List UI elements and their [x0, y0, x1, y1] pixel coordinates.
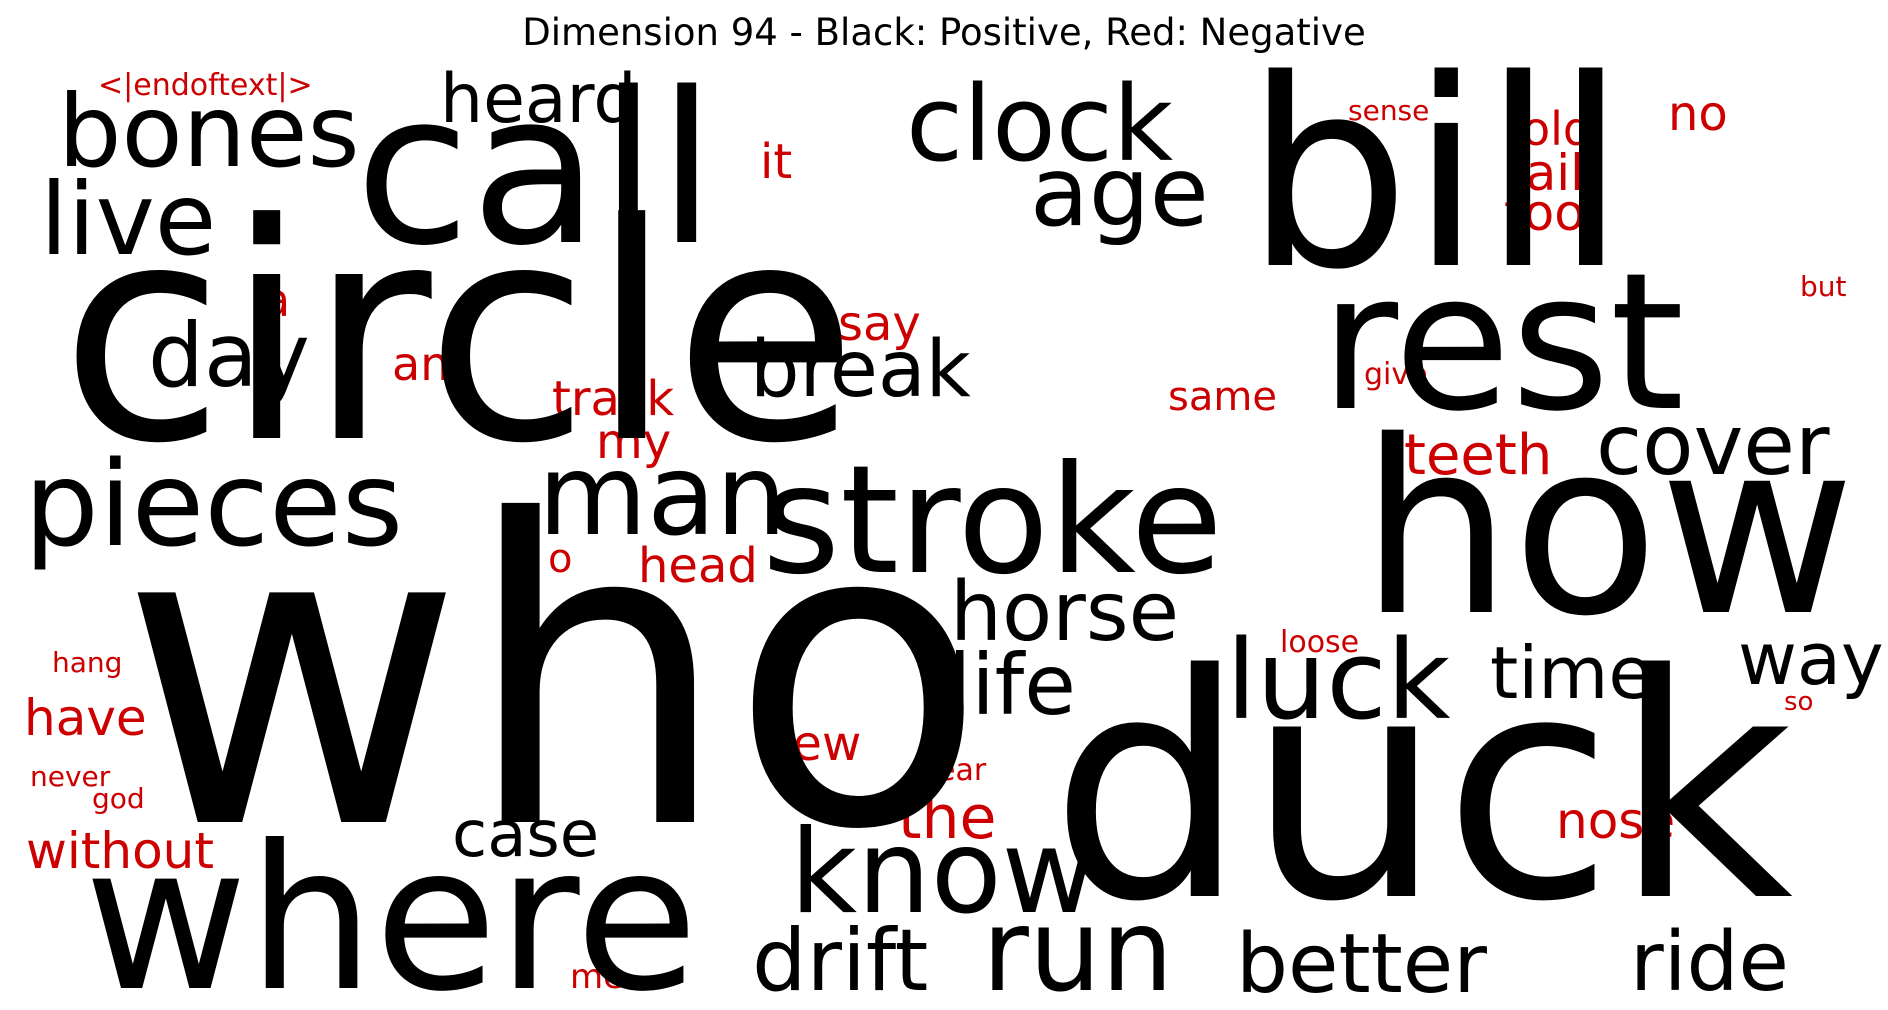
word-give: give	[1364, 357, 1428, 392]
word-never: never	[30, 760, 111, 793]
word-age: age	[1030, 136, 1209, 248]
word-me: me	[570, 957, 624, 997]
word-bones: bones	[58, 73, 360, 190]
word-cover: cover	[1596, 396, 1830, 494]
word-case: case	[452, 798, 599, 872]
word-horse: horse	[950, 565, 1179, 660]
word-who: who	[120, 433, 987, 922]
word-an: an	[392, 337, 449, 391]
word-live: live	[40, 161, 216, 278]
word-track: track	[552, 371, 674, 427]
word-so: so	[1784, 687, 1813, 717]
word-pieces: pieces	[24, 435, 403, 573]
word-tail: tail	[1506, 144, 1584, 202]
word-rest: rest	[1320, 232, 1684, 453]
word-better: better	[1236, 917, 1487, 1010]
word-same: same	[1168, 374, 1277, 420]
word-way: way	[1738, 617, 1884, 701]
word-circle: circle	[60, 160, 858, 509]
word-loose: loose	[1280, 625, 1359, 660]
word-time: time	[1490, 631, 1653, 715]
word-how: how	[1360, 389, 1855, 669]
word-clock: clock	[906, 63, 1173, 185]
word-drift: drift	[752, 911, 928, 1010]
page-title: Dimension 94 - Black: Positive, Red: Neg…	[522, 11, 1366, 54]
word-stroke: stroke	[762, 434, 1223, 608]
word-say: say	[838, 296, 921, 352]
word-bear: bear	[918, 753, 987, 788]
word-break: break	[750, 325, 971, 415]
word-teeth: teeth	[1404, 423, 1552, 488]
word-call: call	[355, 47, 716, 292]
word-a: a	[262, 273, 290, 327]
word-day: day	[148, 304, 310, 407]
word-it: it	[760, 134, 792, 190]
word-nose: nose	[1556, 792, 1675, 850]
word-sense: sense	[1348, 94, 1429, 127]
word-hang: hang	[52, 646, 122, 679]
word-endoftext: <|endoftext|>	[98, 68, 313, 103]
word-ride: ride	[1630, 915, 1789, 1010]
word-my: my	[596, 414, 671, 470]
word-duck: duck	[1050, 609, 1793, 970]
word-heard: heard	[440, 60, 637, 139]
word-life: life	[948, 636, 1076, 734]
word-run: run	[982, 884, 1173, 1010]
word-no: no	[1668, 86, 1728, 142]
word-man: man	[538, 431, 787, 561]
word-god: god	[92, 782, 145, 815]
word-without: without	[26, 822, 214, 880]
word-but: but	[1800, 270, 1847, 303]
word-new: new	[762, 716, 861, 772]
word-where: where	[84, 803, 698, 1010]
word-the: the	[898, 783, 996, 853]
word-o: o	[548, 536, 572, 582]
word-luck: luck	[1226, 616, 1451, 744]
word-bill: bill	[1245, 25, 1627, 327]
word-old: old	[1522, 102, 1592, 156]
word-too: too	[1504, 184, 1585, 242]
word-know: know	[790, 805, 1097, 940]
word-have: have	[24, 689, 147, 747]
word-head: head	[638, 538, 758, 594]
